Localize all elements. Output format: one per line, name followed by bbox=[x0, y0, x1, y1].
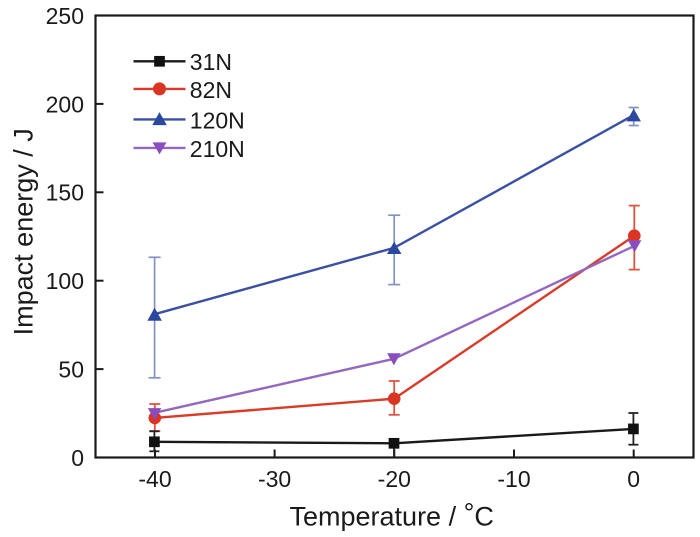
svg-text:-10: -10 bbox=[497, 466, 530, 492]
svg-text:0: 0 bbox=[627, 466, 640, 492]
svg-text:31N: 31N bbox=[190, 49, 232, 75]
svg-text:200: 200 bbox=[46, 91, 84, 117]
svg-text:-20: -20 bbox=[378, 466, 411, 492]
svg-text:Impact energy / J: Impact energy / J bbox=[9, 128, 39, 335]
svg-text:150: 150 bbox=[46, 180, 84, 206]
svg-text:50: 50 bbox=[58, 357, 84, 383]
svg-text:0: 0 bbox=[71, 445, 84, 471]
svg-text:Temperature / °C: Temperature / °C bbox=[290, 498, 494, 531]
svg-text:-30: -30 bbox=[258, 466, 291, 492]
svg-text:100: 100 bbox=[46, 268, 84, 294]
svg-text:82N: 82N bbox=[190, 77, 232, 103]
svg-text:120N: 120N bbox=[190, 108, 245, 134]
svg-text:250: 250 bbox=[46, 3, 84, 29]
svg-text:210N: 210N bbox=[190, 136, 245, 162]
svg-text:-40: -40 bbox=[138, 466, 171, 492]
